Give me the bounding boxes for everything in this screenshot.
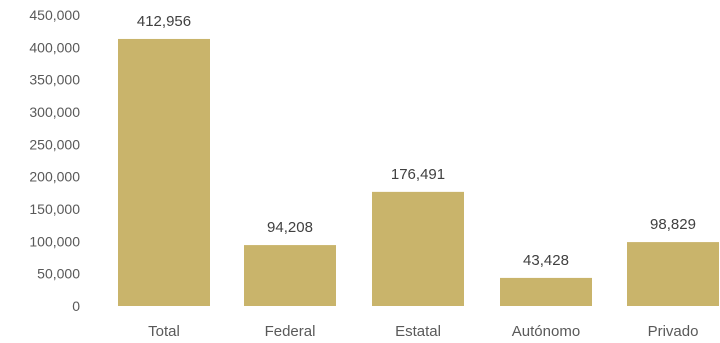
y-tick-label: 400,000 (29, 39, 80, 55)
data-label: 94,208 (267, 219, 313, 236)
x-tick-label: Autónomo (512, 323, 580, 340)
y-tick-label: 150,000 (29, 201, 80, 217)
bars-group (118, 38, 719, 307)
x-tick-label: Federal (265, 323, 316, 340)
x-tick-label: Estatal (395, 323, 441, 340)
bar-autonomo (500, 277, 592, 306)
x-axis: Total Federal Estatal Autónomo Privado (148, 323, 698, 340)
data-label: 43,428 (523, 252, 569, 269)
data-label: 412,956 (137, 13, 191, 30)
bar-total (118, 38, 210, 307)
data-label: 176,491 (391, 166, 445, 183)
y-tick-label: 0 (72, 298, 80, 314)
y-tick-label: 100,000 (29, 233, 80, 249)
data-label: 98,829 (650, 216, 696, 233)
y-tick-label: 200,000 (29, 169, 80, 185)
y-tick-label: 350,000 (29, 72, 80, 88)
y-axis: 0 50,000 100,000 150,000 200,000 250,000 300,0… (29, 7, 80, 314)
data-labels-group: 412,956 94,208 176,491 43,428 98,829 (137, 13, 696, 269)
y-tick-label: 300,000 (29, 104, 80, 120)
bar-estatal (372, 191, 464, 306)
x-tick-label: Total (148, 323, 180, 340)
y-tick-label: 250,000 (29, 136, 80, 152)
x-tick-label: Privado (648, 323, 699, 340)
bar-privado (627, 242, 719, 306)
y-tick-label: 450,000 (29, 7, 80, 23)
bar-federal (244, 245, 336, 306)
y-tick-label: 50,000 (37, 266, 80, 282)
